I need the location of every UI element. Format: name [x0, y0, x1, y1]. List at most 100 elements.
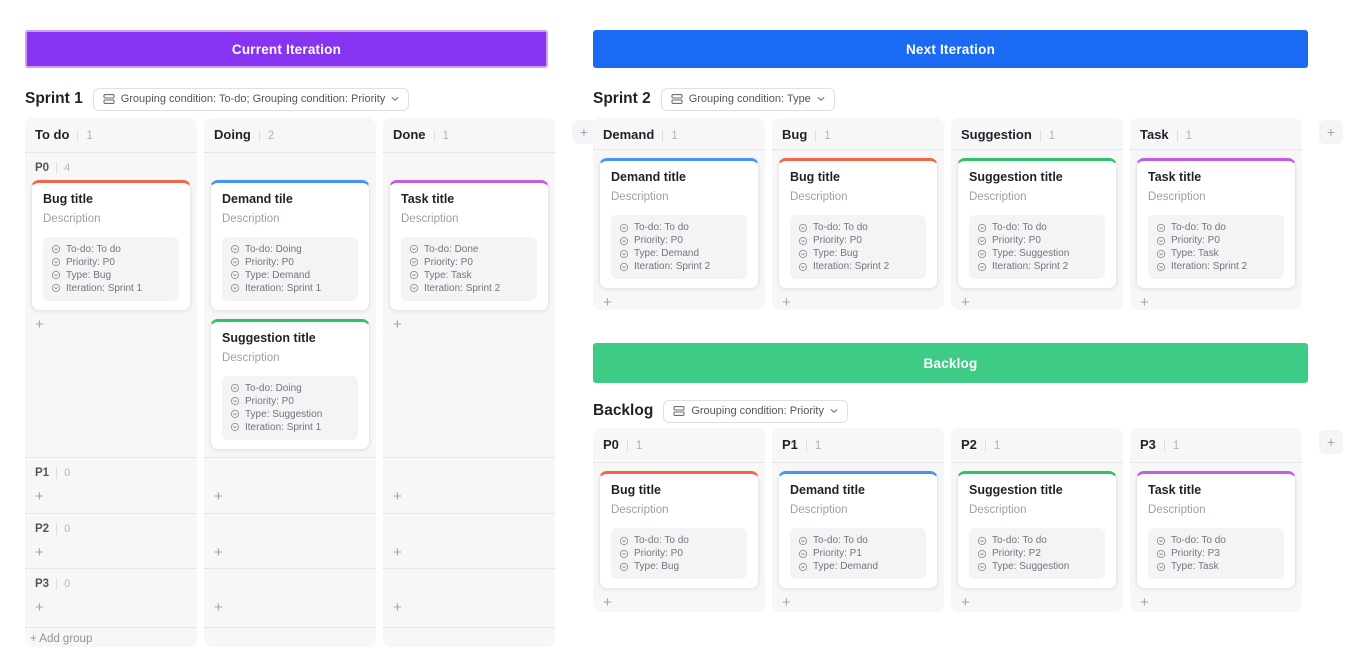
- lane-label: P3 0: [31, 574, 191, 594]
- add-card-button[interactable]: +: [1136, 589, 1164, 610]
- card-demand[interactable]: Demand tile Description To-do: Doing Pri…: [210, 179, 370, 311]
- field-value: Type: Bug: [66, 269, 112, 281]
- field-row: To-do: To do: [977, 534, 1097, 547]
- add-card-button[interactable]: +: [31, 539, 59, 560]
- field-row: Priority: P0: [619, 234, 739, 247]
- column-doing: Doing 2 Demand tile Description To-do: D…: [204, 118, 376, 647]
- field-value: Priority: P0: [634, 235, 683, 246]
- lane-p2: P2 0 +: [25, 512, 197, 569]
- column-bug: Bug 1 Bug title Description To-do: To do…: [772, 118, 944, 310]
- add-column-button[interactable]: +: [1319, 120, 1343, 144]
- add-card-button[interactable]: +: [31, 594, 59, 615]
- field-row: To-do: To do: [798, 221, 918, 234]
- lane-p3: +: [204, 568, 376, 627]
- lane-p1: P1 0 +: [25, 457, 197, 513]
- add-card-button[interactable]: +: [599, 589, 627, 610]
- field-row: To-do: Doing: [230, 382, 350, 395]
- card-task[interactable]: Task title Description To-do: To do Prio…: [1136, 158, 1296, 289]
- card-suggestion[interactable]: Suggestion title Description To-do: Doin…: [210, 318, 370, 450]
- select-field-icon: [798, 562, 808, 571]
- field-row: Priority: P0: [230, 395, 350, 408]
- field-row: To-do: To do: [1156, 221, 1276, 234]
- sprint1-header: Sprint 1 Grouping condition: To-do; Grou…: [25, 87, 410, 111]
- add-card-button[interactable]: +: [210, 594, 238, 615]
- card-description: Description: [1148, 191, 1206, 203]
- card-bug[interactable]: Bug title Description To-do: To do Prior…: [599, 471, 759, 589]
- field-value: Priority: P0: [1171, 235, 1220, 246]
- select-field-icon: [977, 536, 987, 545]
- sprint2-grouping-chip[interactable]: Grouping condition: Type: [660, 87, 835, 111]
- select-field-icon: [51, 284, 61, 293]
- backlog-title: Backlog: [593, 402, 654, 419]
- backlog-banner[interactable]: Backlog: [593, 343, 1308, 383]
- select-field-icon: [798, 262, 808, 271]
- card-fields: To-do: Done Priority: P0 Type: Task Iter…: [401, 236, 537, 301]
- add-column-button[interactable]: +: [1319, 430, 1343, 454]
- column-body: Bug title Description To-do: To do Prior…: [593, 462, 765, 612]
- card-task[interactable]: Task title Description To-do: Done Prior…: [389, 179, 549, 311]
- backlog-grouping-chip[interactable]: Grouping condition: Priority: [663, 399, 848, 423]
- add-card-button[interactable]: +: [1136, 289, 1164, 310]
- grouping-icon: [673, 406, 685, 416]
- add-card-button[interactable]: +: [31, 483, 59, 504]
- lane-label-spacer: [389, 158, 549, 178]
- column-todo: To do 1 P0 4 Bug title Description To-do…: [25, 118, 197, 647]
- card-fields: To-do: To do Priority: P0 Type: Bug Iter…: [43, 236, 179, 301]
- add-column-button[interactable]: +: [572, 120, 596, 144]
- field-row: Type: Task: [409, 269, 529, 282]
- add-card-button[interactable]: +: [389, 311, 417, 332]
- field-row: To-do: To do: [1156, 534, 1276, 547]
- select-field-icon: [1156, 249, 1166, 258]
- select-field-icon: [51, 271, 61, 280]
- field-row: To-do: To do: [798, 534, 918, 547]
- field-value: Type: Suggestion: [992, 248, 1070, 259]
- card-description: Description: [790, 504, 848, 516]
- add-card-button[interactable]: +: [778, 589, 806, 610]
- add-card-button[interactable]: +: [210, 539, 238, 560]
- add-card-button[interactable]: +: [389, 483, 417, 504]
- field-row: To-do: To do: [619, 221, 739, 234]
- add-card-button[interactable]: +: [957, 589, 985, 610]
- column-header: Demand 1: [593, 118, 765, 145]
- field-row: Type: Bug: [51, 269, 171, 282]
- card-bug[interactable]: Bug title Description To-do: To do Prior…: [778, 158, 938, 289]
- field-value: Priority: P1: [813, 548, 862, 559]
- select-field-icon: [1156, 562, 1166, 571]
- select-field-icon: [1156, 536, 1166, 545]
- column-name: To do: [35, 127, 70, 142]
- field-row: Iteration: Sprint 1: [230, 282, 350, 295]
- select-field-icon: [798, 536, 808, 545]
- add-card-button[interactable]: +: [389, 539, 417, 560]
- field-value: Iteration: Sprint 1: [245, 282, 322, 294]
- select-field-icon: [619, 536, 629, 545]
- card-demand[interactable]: Demand title Description To-do: To do Pr…: [599, 158, 759, 289]
- sprint1-grouping-chip[interactable]: Grouping condition: To-do; Grouping cond…: [92, 87, 410, 111]
- grouping-label: Grouping condition: Priority: [691, 405, 824, 417]
- lane-count: 0: [56, 578, 70, 591]
- current-iteration-banner[interactable]: Current Iteration: [25, 30, 548, 68]
- card-task[interactable]: Task title Description To-do: To do Prio…: [1136, 471, 1296, 589]
- field-value: To-do: To do: [66, 243, 121, 255]
- field-row: Iteration: Sprint 1: [51, 282, 171, 295]
- card-bug[interactable]: Bug title Description To-do: To do Prior…: [31, 179, 191, 311]
- lane-p0: Demand tile Description To-do: Doing Pri…: [204, 151, 376, 457]
- lane-name: P0: [35, 161, 50, 174]
- select-field-icon: [1156, 236, 1166, 245]
- add-card-button[interactable]: +: [210, 450, 238, 457]
- card-demand[interactable]: Demand title Description To-do: To do Pr…: [778, 471, 938, 589]
- add-card-button[interactable]: +: [957, 289, 985, 310]
- add-group-button[interactable]: + Add group: [25, 631, 92, 645]
- add-card-button[interactable]: +: [599, 289, 627, 310]
- add-card-button[interactable]: +: [31, 311, 59, 332]
- card-suggestion[interactable]: Suggestion title Description To-do: To d…: [957, 471, 1117, 589]
- chevron-down-icon: [830, 409, 838, 413]
- next-iteration-banner[interactable]: Next Iteration: [593, 30, 1308, 68]
- lane-label-spacer: [389, 463, 549, 483]
- card-suggestion[interactable]: Suggestion title Description To-do: To d…: [957, 158, 1117, 289]
- add-card-button[interactable]: +: [389, 594, 417, 615]
- column-p3: P3 1 Task title Description To-do: To do…: [1130, 428, 1302, 612]
- column-header: To do 1: [25, 118, 197, 148]
- add-card-button[interactable]: +: [778, 289, 806, 310]
- lane-label-spacer: [389, 519, 549, 539]
- add-card-button[interactable]: +: [210, 483, 238, 504]
